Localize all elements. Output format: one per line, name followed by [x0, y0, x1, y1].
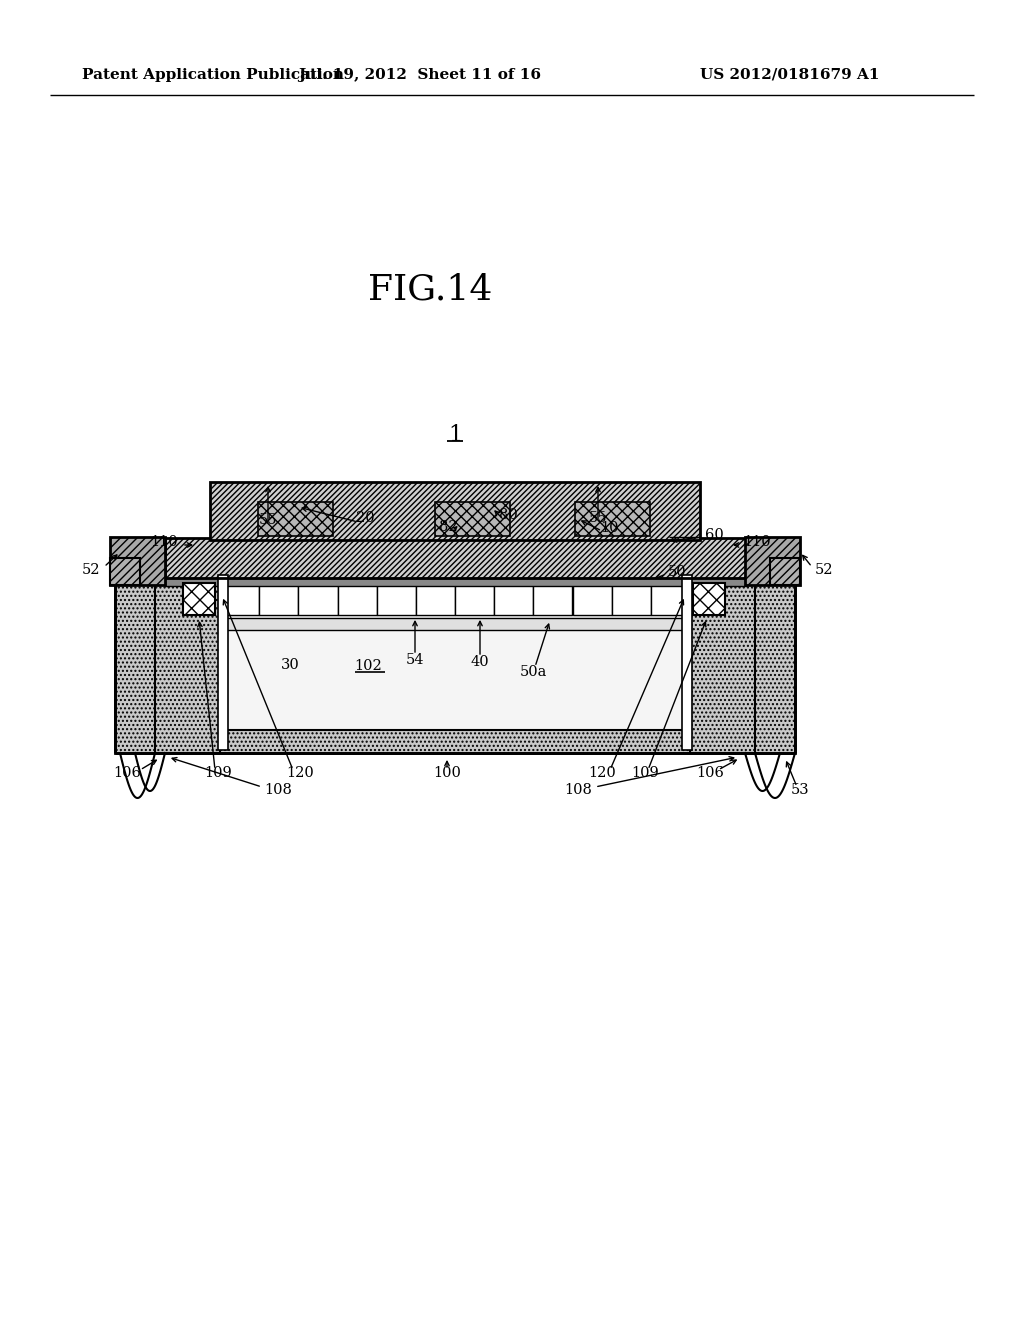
- Text: 80: 80: [499, 508, 517, 521]
- Text: 120: 120: [588, 766, 615, 780]
- Bar: [220, 618, 690, 630]
- Text: 110: 110: [743, 535, 771, 549]
- Text: 120: 120: [286, 766, 314, 780]
- Text: 109: 109: [204, 766, 231, 780]
- Text: 53: 53: [791, 783, 809, 797]
- Bar: [770, 558, 800, 585]
- Bar: [165, 539, 746, 583]
- Text: Patent Application Publication: Patent Application Publication: [82, 69, 344, 82]
- Text: 40: 40: [471, 655, 489, 669]
- Text: 109: 109: [631, 766, 658, 780]
- Bar: [682, 576, 692, 750]
- Bar: [435, 502, 510, 536]
- Text: 55: 55: [589, 511, 607, 525]
- Bar: [572, 579, 611, 615]
- Bar: [218, 576, 228, 750]
- Bar: [298, 579, 338, 615]
- Bar: [258, 502, 333, 536]
- Bar: [651, 579, 690, 615]
- Bar: [575, 502, 650, 536]
- Text: 106: 106: [113, 766, 141, 780]
- Bar: [110, 537, 165, 585]
- Text: 55: 55: [259, 513, 278, 527]
- Text: 60: 60: [705, 528, 724, 543]
- Text: 102: 102: [354, 659, 382, 673]
- Text: 100: 100: [433, 766, 461, 780]
- Bar: [259, 579, 298, 615]
- Bar: [210, 482, 700, 540]
- Bar: [416, 579, 455, 615]
- Bar: [690, 583, 755, 752]
- Text: 1: 1: [447, 424, 462, 446]
- Bar: [220, 579, 259, 615]
- Bar: [455, 579, 495, 615]
- Text: 10: 10: [601, 521, 620, 535]
- Text: 106: 106: [696, 766, 724, 780]
- Text: 52: 52: [815, 564, 834, 577]
- Bar: [377, 579, 416, 615]
- Bar: [495, 579, 534, 615]
- Text: 50a: 50a: [519, 665, 547, 678]
- Bar: [534, 579, 572, 615]
- Bar: [220, 615, 690, 730]
- Bar: [611, 579, 651, 615]
- Text: 20: 20: [355, 511, 375, 525]
- Text: 108: 108: [564, 783, 592, 797]
- Text: 110: 110: [151, 535, 178, 549]
- Text: FIG.14: FIG.14: [368, 273, 493, 308]
- Text: 50: 50: [668, 565, 687, 579]
- Text: 108: 108: [264, 783, 292, 797]
- Bar: [115, 578, 795, 752]
- Text: 82: 82: [438, 520, 458, 535]
- Bar: [165, 578, 746, 586]
- Text: 52: 52: [82, 564, 100, 577]
- Bar: [693, 583, 725, 615]
- Text: Jul. 19, 2012  Sheet 11 of 16: Jul. 19, 2012 Sheet 11 of 16: [299, 69, 542, 82]
- Bar: [183, 583, 215, 615]
- Bar: [155, 583, 220, 752]
- Text: US 2012/0181679 A1: US 2012/0181679 A1: [700, 69, 880, 82]
- Bar: [338, 579, 377, 615]
- Text: 54: 54: [406, 653, 424, 667]
- Bar: [745, 537, 800, 585]
- Bar: [110, 558, 140, 585]
- Text: 30: 30: [281, 657, 299, 672]
